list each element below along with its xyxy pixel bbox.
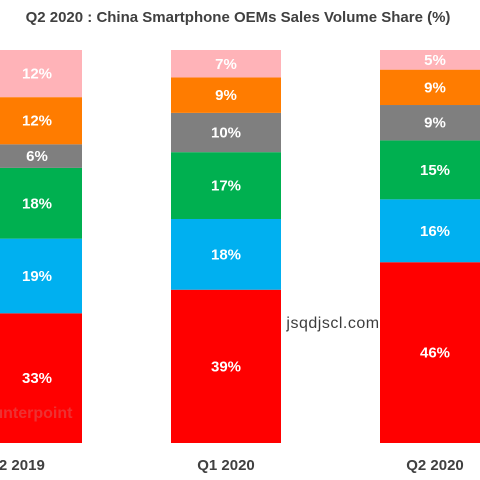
bar-segment-2-5 <box>380 50 480 70</box>
bar-segment-1-5 <box>171 50 281 78</box>
data-label-0-1: 19% <box>22 268 52 285</box>
data-label-2-4: 9% <box>424 79 446 96</box>
bar-segment-0-5 <box>0 50 82 98</box>
data-label-2-1: 16% <box>420 223 450 240</box>
data-label-2-3: 9% <box>424 115 446 132</box>
category-labels: Q2 2019 Q1 2020 Q2 2020 <box>0 457 464 474</box>
bar-segment-0-0 <box>0 313 82 443</box>
data-label-1-0: 39% <box>211 358 241 375</box>
bar-segment-1-4 <box>171 77 281 113</box>
bar-segment-1-3 <box>171 112 281 153</box>
data-label-0-2: 18% <box>22 195 52 212</box>
bar-segment-0-2 <box>0 167 82 239</box>
bar-segment-1-2 <box>171 152 281 219</box>
category-label-0: Q2 2019 <box>0 457 45 474</box>
data-label-0-3: 6% <box>26 148 48 165</box>
chart-title: Q2 2020 : China Smartphone OEMs Sales Vo… <box>26 9 451 26</box>
category-label-2: Q2 2020 <box>406 457 464 474</box>
bar-segment-2-2 <box>380 140 480 200</box>
data-label-1-2: 17% <box>211 178 241 195</box>
bar-segment-2-1 <box>380 199 480 263</box>
watermark: jsqdjscl.com <box>285 315 379 332</box>
bars-group: 33% 19% 18% 6% 12% 12% 39% 18% 17% 10% 9% 7% 46% 16% 1… <box>0 50 480 443</box>
counterpoint-logo: Counterpoint <box>0 405 73 422</box>
data-label-1-4: 9% <box>215 87 237 104</box>
bar-segment-1-0 <box>171 289 281 443</box>
data-label-2-5: 5% <box>424 52 446 69</box>
data-label-2-2: 15% <box>420 162 450 179</box>
data-label-1-1: 18% <box>211 246 241 263</box>
bar-segment-2-3 <box>380 105 480 141</box>
bar-segment-1-1 <box>171 218 281 290</box>
bar-segment-2-4 <box>380 69 480 106</box>
data-label-0-5: 12% <box>22 66 52 83</box>
category-label-1: Q1 2020 <box>197 457 255 474</box>
bar-segment-0-1 <box>0 238 82 314</box>
data-label-1-3: 10% <box>211 125 241 142</box>
bar-segment-0-3 <box>0 144 82 168</box>
data-label-0-4: 12% <box>22 113 52 130</box>
bar-segment-0-4 <box>0 97 82 145</box>
bar-segment-2-0 <box>380 262 480 443</box>
data-label-0-0: 33% <box>22 370 52 387</box>
data-label-1-5: 7% <box>215 56 237 73</box>
data-label-2-0: 46% <box>420 345 450 362</box>
